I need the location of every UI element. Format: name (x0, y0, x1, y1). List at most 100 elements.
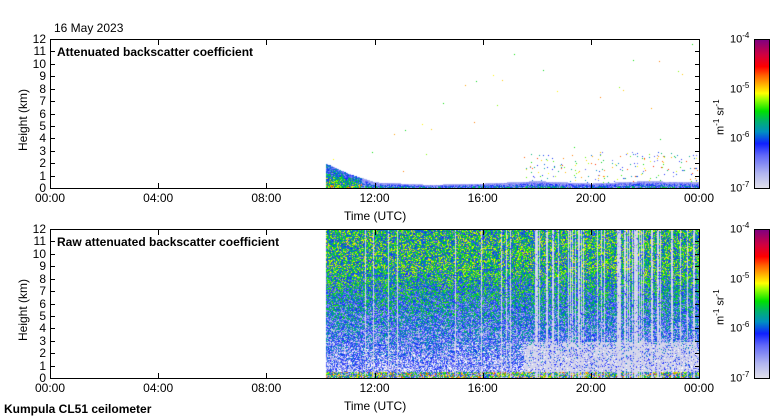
y-tick (695, 163, 700, 164)
x-tick (266, 230, 267, 235)
tick-exponent: -7 (742, 180, 750, 189)
x-tick (50, 230, 51, 235)
y-tick (695, 291, 700, 292)
tick-exponent: -6 (742, 320, 750, 330)
attenuated-backscatter-plot: Attenuated backscatter coefficient (50, 39, 700, 189)
x-tick-label: 20:00 (575, 191, 606, 205)
date-label: 16 May 2023 (54, 21, 124, 35)
y-tick (50, 229, 55, 230)
y-tick (50, 353, 55, 354)
y-tick (50, 101, 55, 102)
y-tick-label: 9 (39, 259, 46, 274)
y-tick (695, 241, 700, 242)
y-tick (50, 328, 55, 329)
y-tick (695, 114, 700, 115)
y-tick-label: 2 (39, 346, 46, 361)
x-tick (266, 40, 267, 45)
tick-base: 10 (730, 372, 743, 385)
x-tick (483, 40, 484, 45)
colorbar-unit-part: m (714, 315, 727, 325)
y-tick-label: 10 (32, 246, 46, 261)
tick-exponent: -4 (742, 221, 750, 230)
x-tick (699, 183, 700, 188)
y-tick (50, 378, 55, 379)
tick-base: 10 (730, 33, 743, 46)
colorbar-unit-part: sr (714, 296, 727, 309)
y-tick-label: 8 (39, 271, 46, 286)
tick-exponent: -4 (742, 31, 750, 40)
heatmap-canvas (51, 40, 699, 188)
y-tick-label: 1 (39, 168, 46, 183)
colorbar (754, 39, 770, 189)
y-tick (50, 39, 55, 40)
x-tick-label: 12:00 (359, 381, 390, 395)
y-tick (50, 304, 55, 305)
colorbar-tick-label: 10-4 (730, 31, 749, 46)
x-tick-label: 04:00 (143, 381, 174, 395)
x-tick-label: 00:00 (34, 191, 66, 205)
y-tick (50, 176, 55, 177)
y-tick (50, 151, 55, 152)
y-tick-label: 2 (39, 156, 46, 171)
colorbar-unit-part: -1 (712, 308, 721, 316)
y-tick (695, 229, 700, 230)
y-tick (50, 279, 55, 280)
y-tick (695, 353, 700, 354)
y-tick (50, 241, 55, 242)
y-tick (695, 366, 700, 367)
heatmap-canvas (51, 230, 699, 378)
y-tick (695, 101, 700, 102)
colorbar-tick-label: 10-6 (730, 320, 749, 335)
y-tick (695, 64, 700, 65)
y-tick (695, 39, 700, 40)
tick-base: 10 (730, 273, 743, 286)
x-tick-label: 08:00 (251, 381, 282, 395)
x-tick (375, 373, 376, 378)
y-tick-label: 8 (39, 81, 46, 96)
y-tick (695, 316, 700, 317)
y-tick (50, 64, 55, 65)
y-axis-title: Height (km) (16, 278, 30, 341)
x-tick (699, 40, 700, 45)
raw-backscatter-plot: Raw attenuated backscatter coefficient (50, 229, 700, 379)
x-tick (158, 230, 159, 235)
y-tick (50, 163, 55, 164)
tick-base: 10 (730, 322, 743, 335)
x-tick (483, 183, 484, 188)
tick-exponent: -5 (742, 80, 750, 90)
x-tick-label: 12:00 (359, 191, 390, 205)
x-tick (699, 373, 700, 378)
y-tick (695, 188, 700, 189)
y-tick (695, 126, 700, 127)
x-tick-label: 04:00 (143, 191, 174, 205)
x-tick (158, 373, 159, 378)
y-tick (695, 266, 700, 267)
y-tick-label: 11 (33, 44, 46, 59)
y-tick-label: 12 (32, 222, 46, 236)
colorbar-unit-part: -1 (712, 289, 721, 297)
y-tick (50, 188, 55, 189)
x-tick (158, 183, 159, 188)
tick-base: 10 (730, 223, 743, 236)
y-tick (695, 378, 700, 379)
tick-exponent: -6 (742, 130, 750, 140)
colorbar-unit-part: -1 (712, 118, 721, 126)
x-tick-label: 20:00 (575, 381, 606, 395)
x-tick (50, 40, 51, 45)
colorbar-tick-label: 10-4 (730, 221, 749, 236)
colorbar-unit-part: m (714, 125, 727, 135)
x-tick (375, 40, 376, 45)
tick-exponent: -5 (742, 270, 750, 280)
colorbar-label: m-1 sr-1 (712, 289, 727, 325)
tick-base: 10 (730, 182, 743, 195)
y-tick (50, 76, 55, 77)
colorbar-tick-label: 10-7 (730, 180, 749, 195)
y-tick (50, 126, 55, 127)
y-tick-label: 6 (39, 106, 46, 121)
y-tick (50, 291, 55, 292)
y-axis-title: Height (km) (16, 88, 30, 151)
y-tick (695, 176, 700, 177)
y-tick-label: 5 (39, 118, 46, 133)
y-tick (695, 51, 700, 52)
y-tick-label: 3 (39, 333, 46, 348)
